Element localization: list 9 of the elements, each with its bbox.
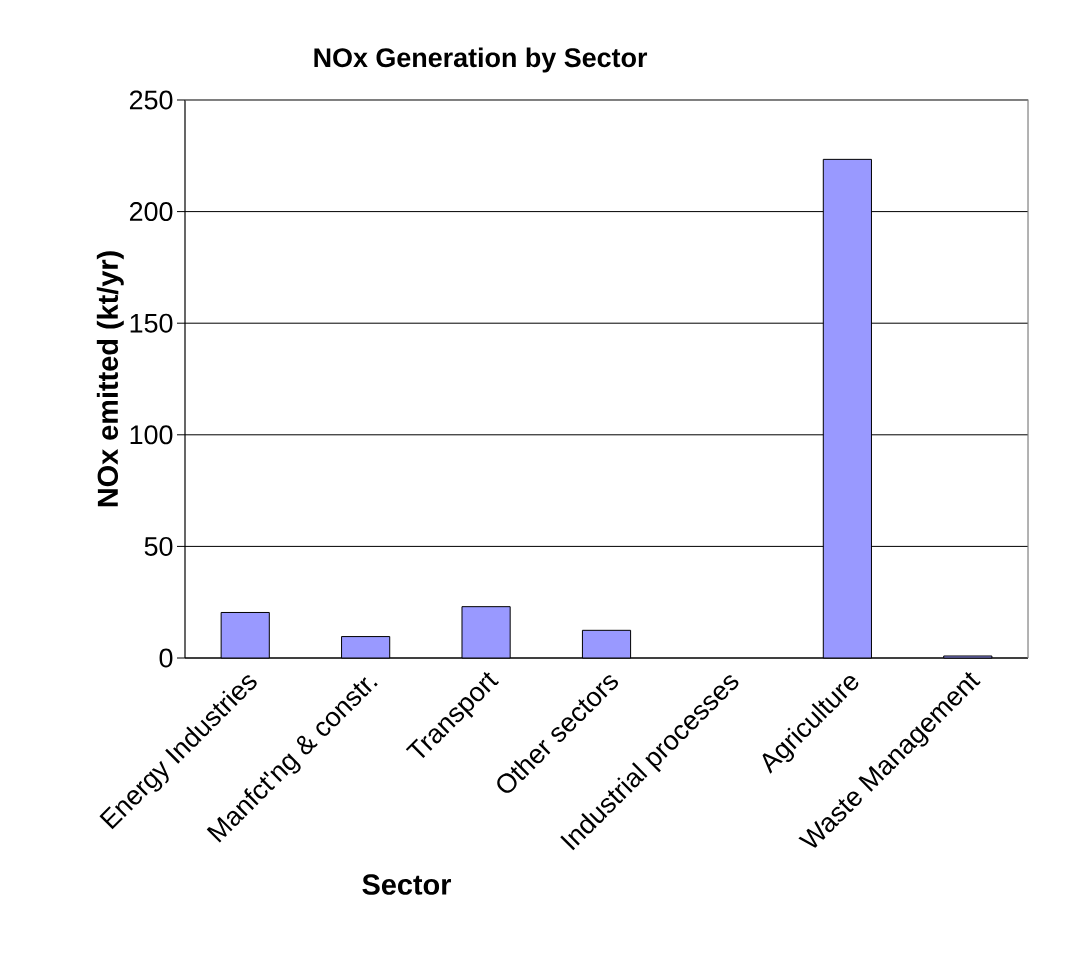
y-tick-label: 50 (144, 536, 173, 556)
y-axis-title: NOx emitted (kt/yr) (96, 251, 124, 507)
chart-title: NOx Generation by Sector (314, 47, 648, 73)
y-tick-label: 0 (159, 648, 173, 668)
y-tick-label: 150 (130, 313, 173, 333)
y-tick-label: 200 (129, 202, 173, 222)
y-tick-label: 250 (129, 90, 173, 110)
y-tick-label: 100 (130, 425, 173, 445)
x-axis-title: Sector (362, 874, 452, 895)
